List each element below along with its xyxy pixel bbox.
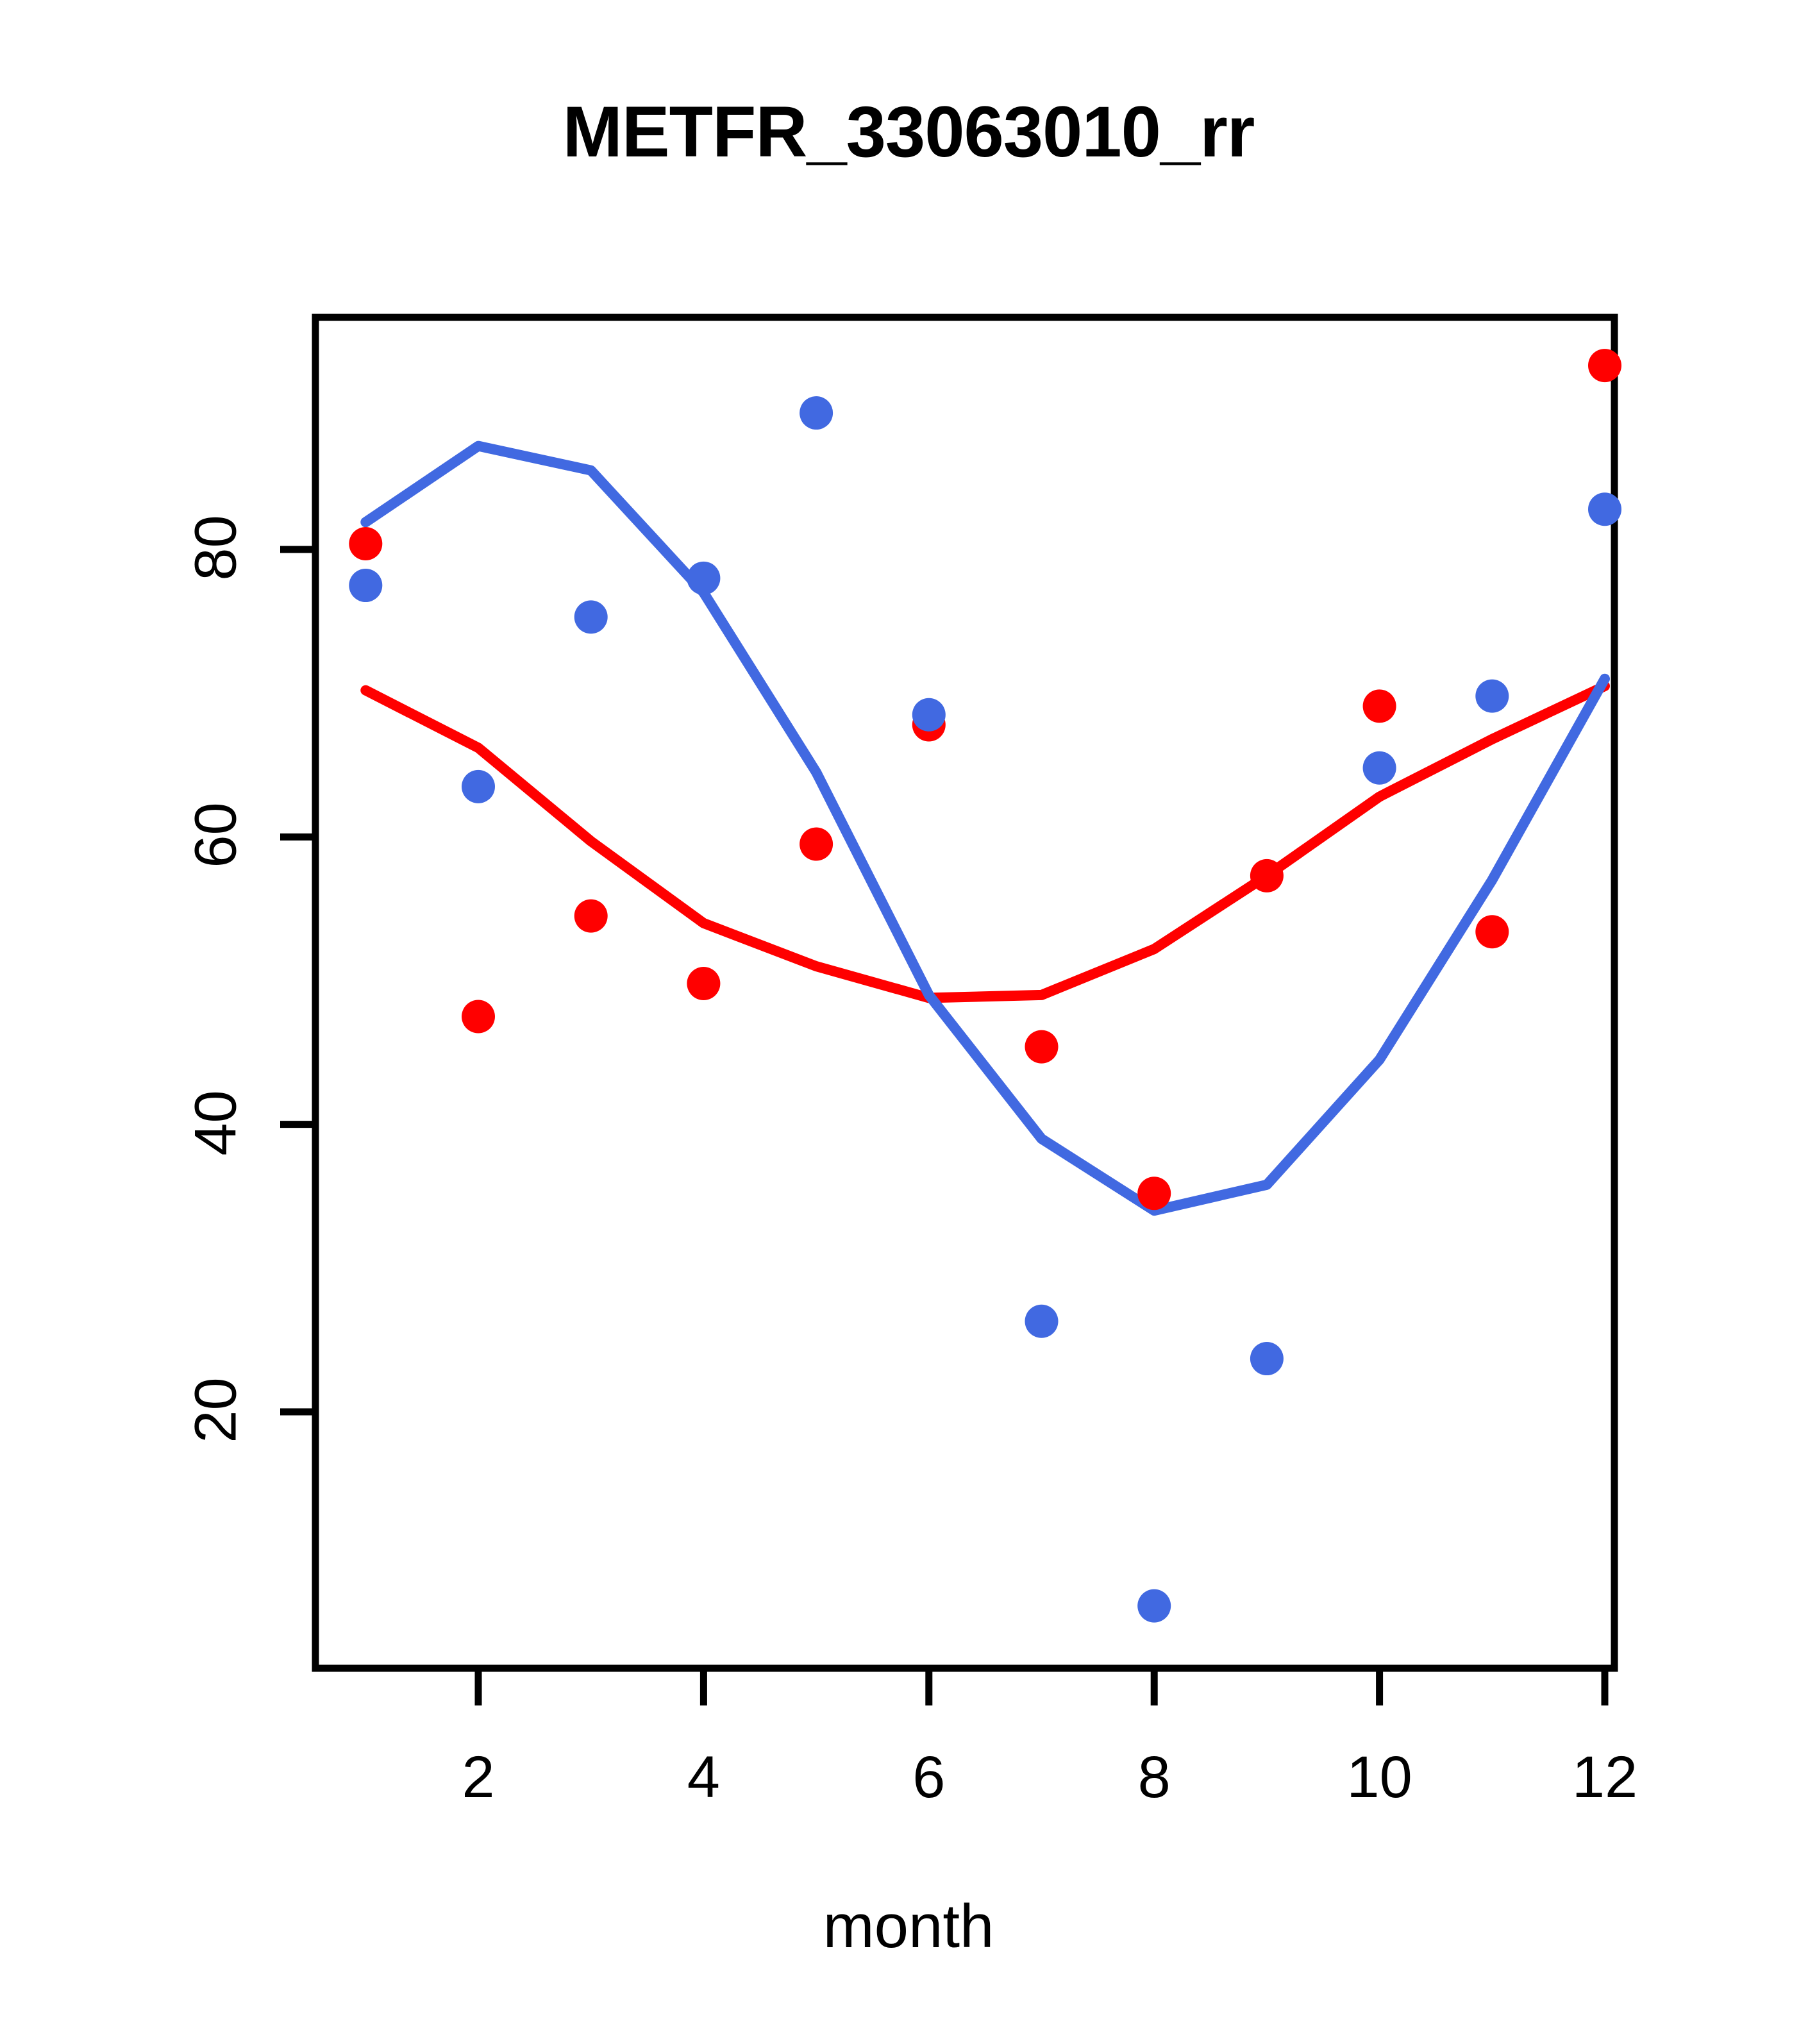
blue-data-points xyxy=(349,396,1621,1623)
x-axis-title: month xyxy=(823,1892,994,1961)
page-title: METFR_33063010_rr xyxy=(562,92,1255,172)
x-axis-tick-label: 10 xyxy=(1346,1745,1412,1810)
blue-trend-line xyxy=(360,440,1610,1216)
plot-box xyxy=(312,314,1618,1672)
red-trend-line xyxy=(360,680,1610,1003)
x-axis-ticks xyxy=(474,1668,1609,1705)
x-axis-tick-label: 6 xyxy=(912,1745,946,1810)
y-axis-tick-label: 60 xyxy=(183,802,249,868)
y-axis-ticks xyxy=(280,546,315,1416)
y-axis-tick-label: 40 xyxy=(183,1089,249,1156)
y-axis-tick-label: 80 xyxy=(183,515,249,581)
x-axis-tick-label: 8 xyxy=(1137,1745,1171,1810)
x-axis-tick-label: 12 xyxy=(1571,1745,1638,1810)
x-axis-tick-label: 4 xyxy=(687,1745,720,1810)
y-axis-tick-label: 20 xyxy=(183,1377,249,1443)
red-data-points xyxy=(349,349,1621,1210)
x-axis-tick-label: 2 xyxy=(462,1745,495,1810)
